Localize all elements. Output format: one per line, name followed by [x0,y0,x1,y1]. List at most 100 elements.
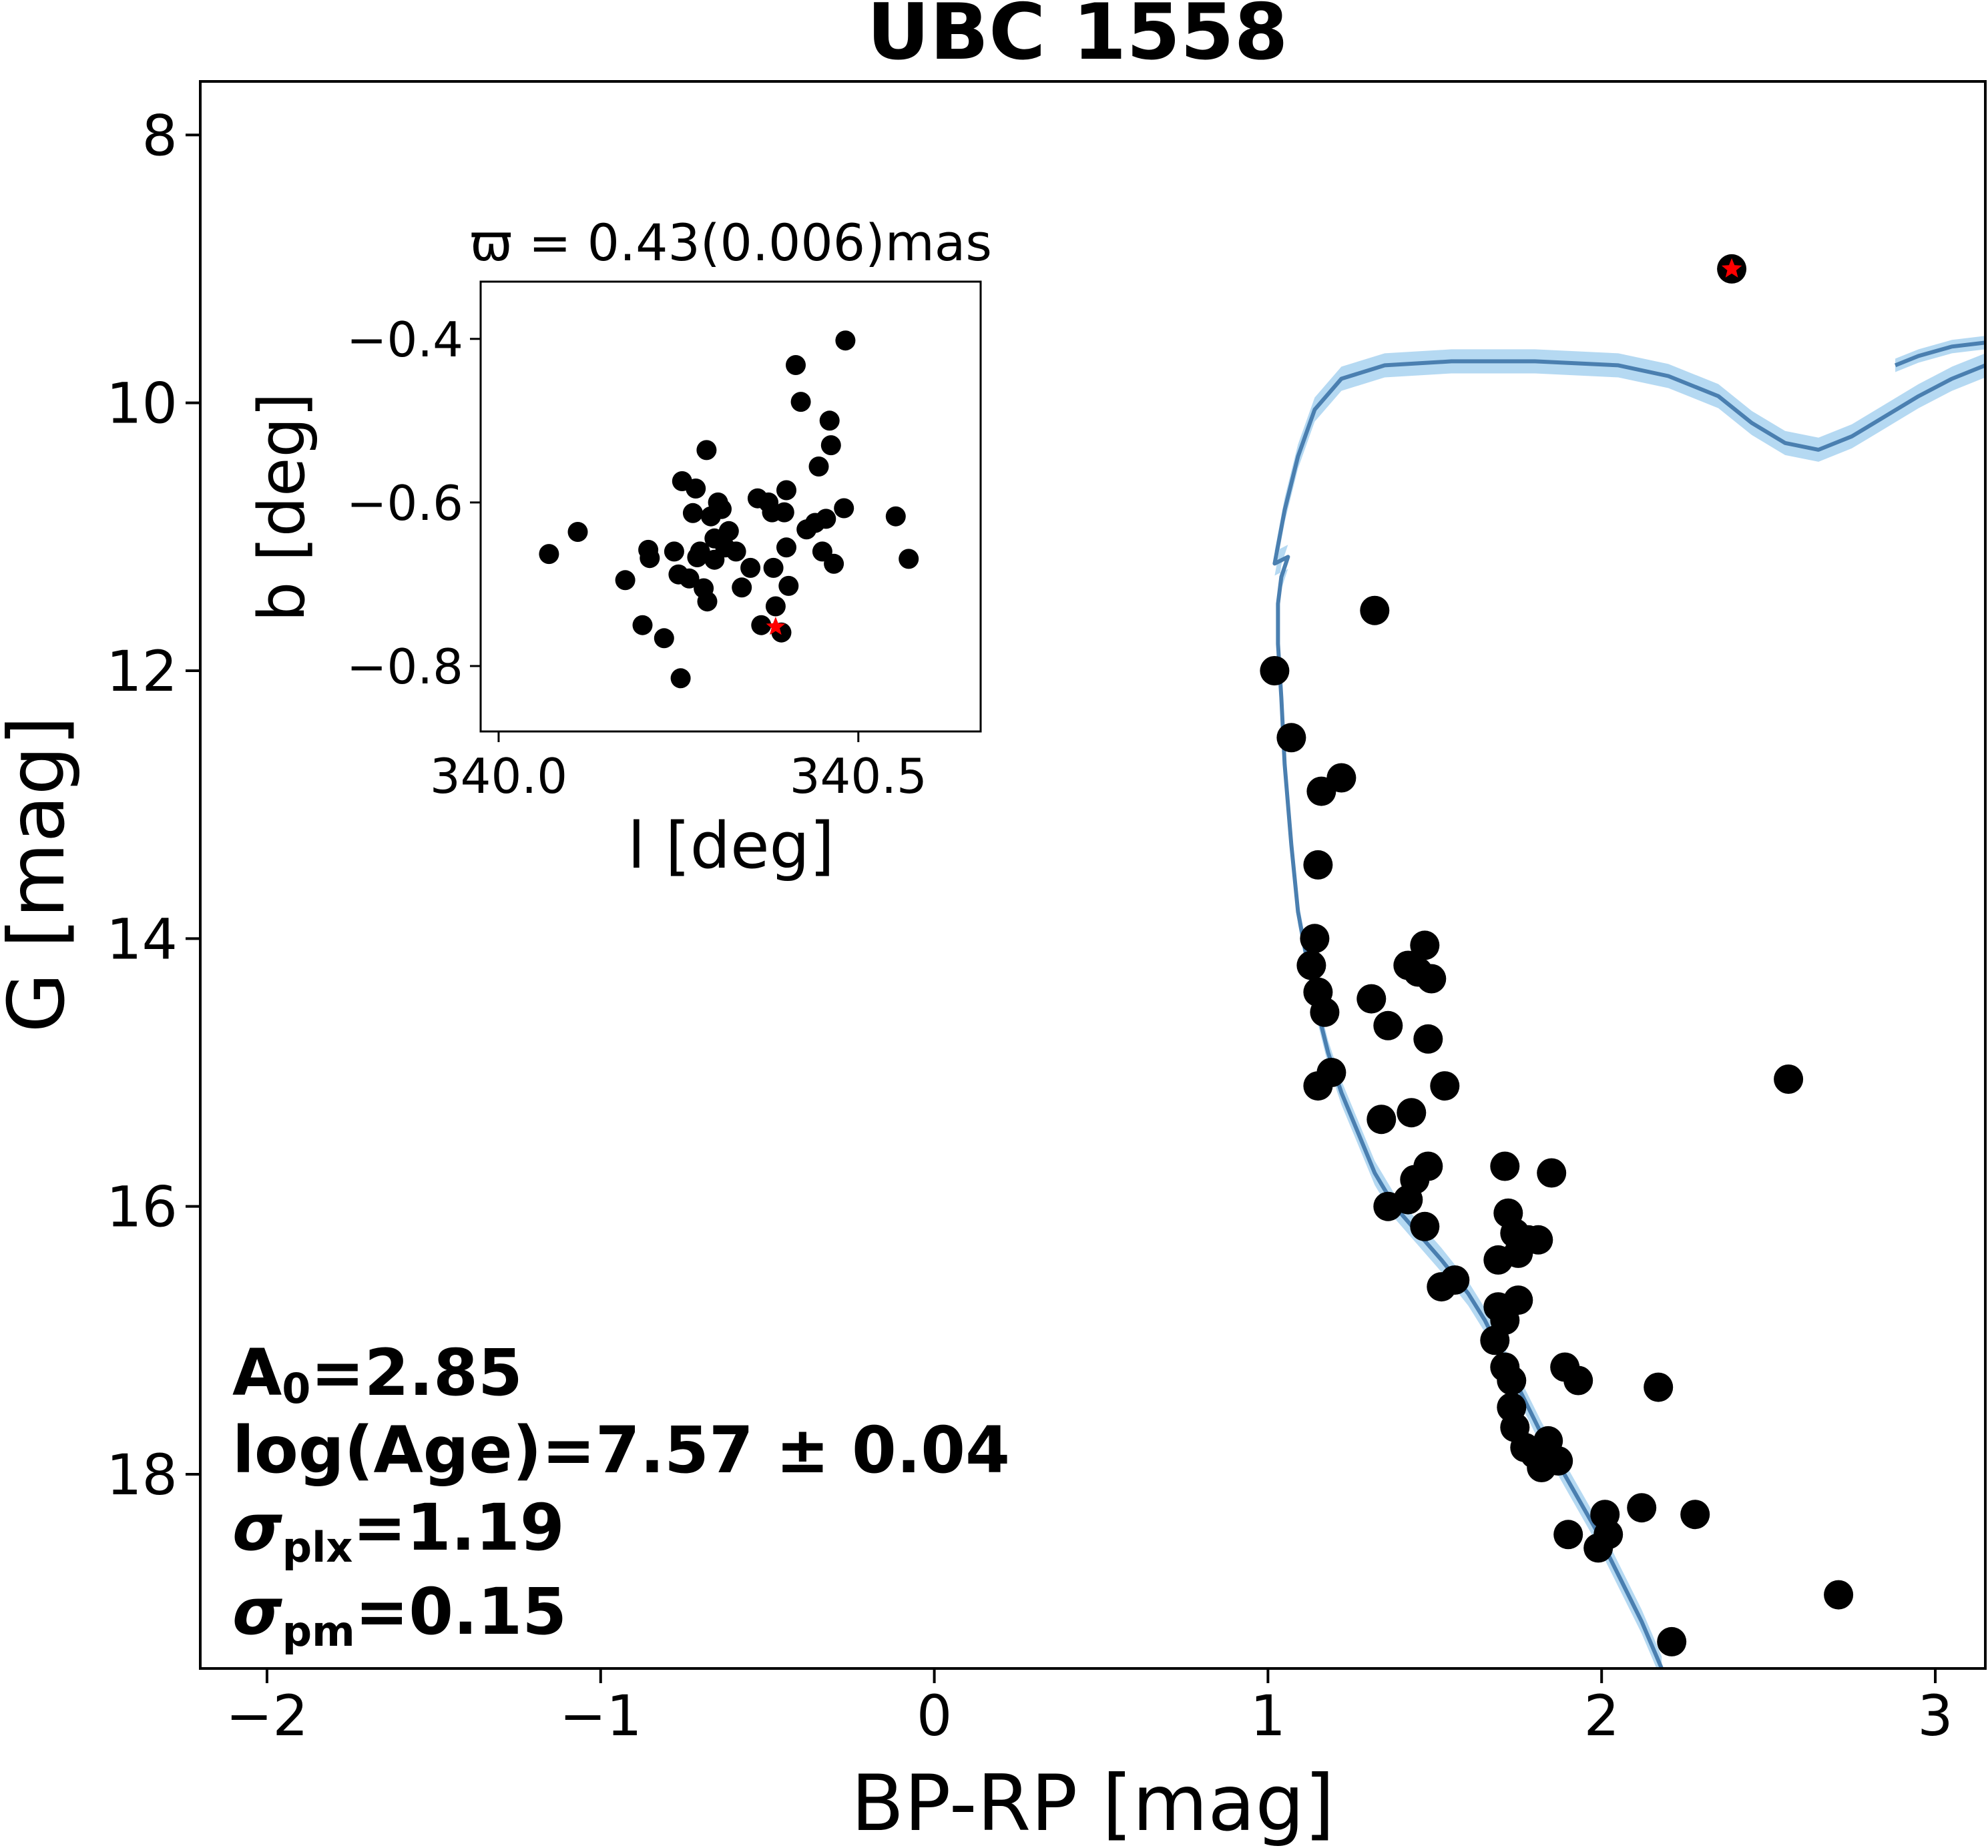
member-star-point [1413,1024,1443,1054]
age-annotation: log(Age)=7.57 ± 0.04 [232,1413,1010,1488]
x-tick-label: 3 [1917,1683,1953,1749]
isochrone-upper-branch [1894,340,1985,368]
inset-member-point [835,330,856,351]
inset-member-point [615,570,636,591]
extinction-value: =2.85 [310,1335,522,1410]
inset-highlight-star-marker [766,617,786,635]
inset-member-point [686,479,706,499]
inset-member-point [632,615,653,635]
parameter-annotations: A0=2.85 log(Age)=7.57 ± 0.04 σplx=1.19 σ… [232,1335,1010,1656]
sigma-pm-symbol: σ [232,1574,282,1649]
main-plot-frame [199,80,1987,1670]
inset-member-point [820,435,841,456]
sigma-pm-value: =0.15 [355,1574,567,1649]
inset-y-axis-label: b [deg] [246,392,319,622]
member-star-point [1410,1211,1440,1241]
inset-panel: ϖ = 0.43(0.006)mas 340.0 340.5 −0.4−0.6−0… [246,213,992,883]
inset-member-point [712,499,732,519]
member-star-point [1523,1225,1553,1255]
member-star-point [1490,1151,1520,1181]
y-tick-label: 8 [142,103,178,168]
inset-member-point [539,544,559,565]
inset-member-point [765,596,786,617]
member-star-point [1644,1372,1674,1402]
y-tick-label: 16 [106,1175,178,1240]
inset-member-point [732,577,752,598]
inset-member-point [670,668,691,689]
member-star-point [1480,1325,1510,1355]
extinction-subscript: 0 [282,1364,310,1413]
inset-member-stars [539,330,919,689]
y-axis-ticks: 8 10 12 14 16 18 [106,103,200,1508]
member-star-point [1316,1058,1346,1087]
inset-member-point [776,480,796,501]
sigma-plx-symbol: σ [232,1490,282,1565]
member-star-point [1543,1446,1573,1476]
sigma-plx-annotation: σplx=1.19 [232,1490,565,1572]
inset-member-point [776,537,796,558]
inset-member-point [834,498,854,519]
member-star-point [1497,1365,1527,1396]
inset-member-point [697,591,718,612]
member-star-point [1300,924,1330,954]
inset-member-point [726,541,746,562]
inset-member-point [778,575,799,596]
member-star-point [1366,1105,1397,1135]
inset-y-tick-label: −0.8 [346,639,463,695]
x-tick-label: 0 [917,1683,952,1749]
member-star-point [1410,930,1440,960]
member-star-point [1430,1071,1460,1101]
member-star-point [1537,1158,1567,1188]
sigma-pm-subscript: pm [282,1607,355,1656]
chart-title: UBC 1558 [867,0,1288,77]
member-star-point [1774,1064,1804,1094]
member-star-point [1360,595,1390,625]
y-axis-label: G [mag] [0,716,82,1033]
inset-member-point [808,456,829,477]
inset-x-axis-ticks: 340.0 340.5 [430,731,927,804]
member-star-point [1413,1151,1443,1181]
sigma-plx-value: =1.19 [352,1490,564,1565]
inset-member-point [654,628,674,649]
x-axis-ticks: −2 −1 0 1 2 3 [226,1668,1953,1749]
inset-member-point [664,541,684,562]
y-tick-label: 18 [106,1442,178,1508]
y-tick-label: 14 [106,906,178,972]
x-tick-label: 2 [1583,1683,1619,1749]
member-star-point [1680,1500,1710,1530]
member-star-point [1397,1098,1427,1128]
inset-member-point [816,509,836,529]
inset-member-point [774,502,794,523]
y-tick-label: 10 [106,371,178,436]
member-star-point [1296,950,1326,980]
member-star-point [1326,763,1356,793]
member-stars [1260,254,1854,1656]
inset-member-point [640,548,660,569]
inset-y-axis-ticks: −0.4 −0.6 −0.8 [346,312,481,695]
inset-member-point [718,521,739,541]
member-star-point [1356,984,1387,1014]
inset-member-point [740,557,761,578]
inset-member-point [763,557,784,578]
member-star-point [1373,1010,1403,1040]
member-star-point [1627,1493,1657,1523]
inset-member-point [899,549,919,569]
inset-member-point [696,440,717,460]
member-star-point [1503,1285,1533,1315]
member-star-point [1303,850,1333,880]
sigma-pm-annotation: σpm=0.15 [232,1574,567,1656]
inset-member-point [679,568,700,589]
member-star-point [1553,1520,1583,1550]
x-axis-label: BP-RP [mag] [851,1759,1335,1848]
inset-member-point [824,553,844,574]
inset-y-tick-label: −0.4 [346,312,463,368]
inset-member-point [567,522,588,542]
member-star-point [1417,964,1447,994]
inset-x-tick-label: 340.5 [790,748,927,804]
inset-member-point [786,355,806,375]
member-star-point [1593,1520,1624,1550]
member-star-point [1657,1626,1687,1656]
x-tick-label: 1 [1250,1683,1286,1749]
